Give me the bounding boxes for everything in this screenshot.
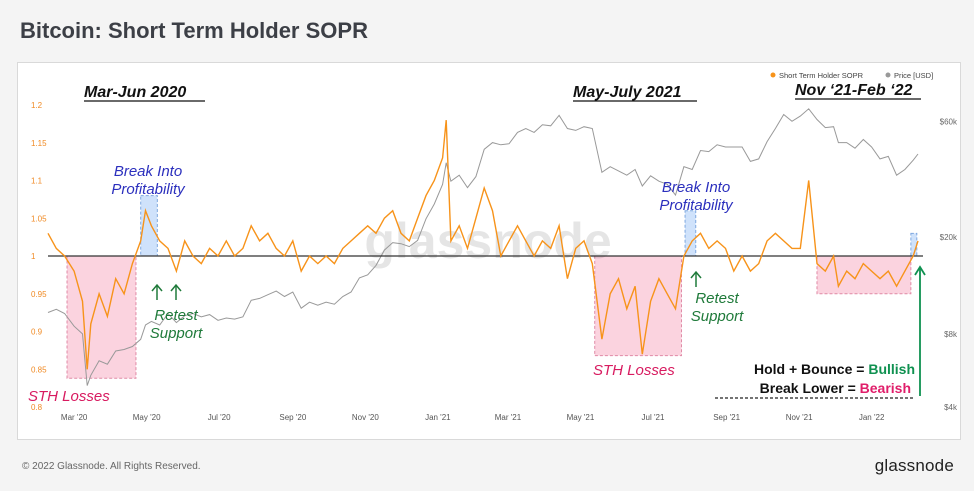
retest-arrow-3 [690,270,702,287]
retest-arrow-2 [170,283,182,300]
price-series [47,108,919,386]
x-tick-label: Jan '21 [425,413,451,422]
sopr-chart: glassnode 1.21.151.11.0510.950.90.850.8 … [28,71,958,422]
retest-label-2020-line2: Support [150,325,203,342]
sopr-series [47,120,919,370]
period-label-may-july-2021: May-July 2021 [573,84,682,101]
legend: Short Term Holder SOPR Price [USD] [770,71,933,80]
break-into-label-2021-line2: Profitability [659,197,734,214]
retest-label-2021-line2: Support [691,308,744,325]
retest-label-2021-line1: Retest [695,290,739,307]
hold-bounce-prefix: Hold + Bounce = [754,361,868,377]
legend-sopr-marker [770,72,776,78]
break-lower-prefix: Break Lower = [760,380,860,396]
x-tick-label: Jul '20 [208,413,231,422]
loss-region-4 [816,255,912,295]
bearish-word: Bearish [860,380,911,396]
loss-region-0 [66,255,137,379]
retest-arrow-1 [151,283,163,300]
left-tick-label: 1 [31,252,36,261]
highlight-regions [66,195,918,379]
left-axis: 1.2 1.15 1.1 1.05 1 0.95 0.9 0.85 0.8 [31,101,47,412]
left-tick-label: 1.1 [31,177,43,186]
x-axis: Mar '20 May '20 Jul '20 Sep '20 Nov '20 Jan '… [61,413,885,422]
loss-region-2 [594,255,682,357]
hold-bounce-line: Hold + Bounce = Bullish [754,361,915,377]
legend-price-marker [885,72,891,78]
right-tick-label: $20k [940,233,958,242]
bullish-arrow [914,265,926,396]
break-into-label-2020-line1: Break Into [114,163,182,180]
period-label-mar-jun-2020: Mar-Jun 2020 [84,84,186,101]
x-tick-label: Nov '20 [352,413,379,422]
right-tick-label: $4k [944,403,958,412]
retest-label-2020-line1: Retest [154,307,198,324]
left-tick-label: 1.15 [31,139,47,148]
x-tick-label: Jan '22 [859,413,885,422]
left-tick-label: 1.2 [31,101,43,110]
profit-region-3 [684,210,697,257]
legend-sopr-label: Short Term Holder SOPR [779,71,864,80]
right-axis: $60k $20k $8k $4k [940,117,958,412]
left-tick-label: 0.8 [31,403,43,412]
page-title: Bitcoin: Short Term Holder SOPR [20,18,368,43]
legend-price-label: Price [USD] [894,71,933,80]
right-tick-label: $8k [944,330,958,339]
left-tick-label: 0.95 [31,290,47,299]
left-tick-label: 0.85 [31,365,47,374]
x-tick-label: Nov '21 [786,413,813,422]
break-into-label-2021-line1: Break Into [662,179,730,196]
copyright-text: © 2022 Glassnode. All Rights Reserved. [22,461,201,472]
x-tick-label: May '21 [567,413,595,422]
x-tick-label: Mar '20 [61,413,88,422]
sth-losses-label-2020: STH Losses [28,388,110,405]
x-tick-label: Jul '21 [642,413,665,422]
x-tick-label: Mar '21 [495,413,522,422]
x-tick-label: May '20 [133,413,161,422]
x-tick-label: Sep '20 [279,413,306,422]
price-line [47,108,919,386]
left-tick-label: 0.9 [31,328,43,337]
bullish-word: Bullish [868,361,915,377]
break-into-label-2020-line2: Profitability [111,181,186,198]
right-tick-label: $60k [940,117,958,126]
sopr-line [47,120,919,370]
period-label-nov21-feb22: Nov ‘21-Feb ‘22 [795,82,912,99]
brand-logo: glassnode [874,456,954,475]
sth-losses-label-2021: STH Losses [593,362,675,379]
break-lower-line: Break Lower = Bearish [760,380,911,396]
x-tick-label: Sep '21 [713,413,740,422]
chart-card: glassnode 1.2 1.15 1.1 1.05 1 0.95 0.9 0.85 0.8 … [17,62,961,440]
left-tick-label: 1.05 [31,214,47,223]
watermark: glassnode [364,213,611,269]
